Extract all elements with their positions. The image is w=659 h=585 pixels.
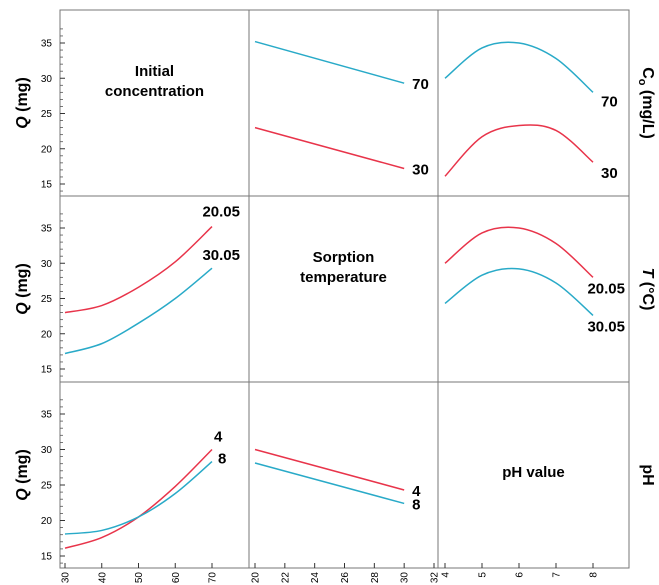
x-tick-label: 24	[310, 572, 321, 584]
series-end-label: 30.05	[202, 247, 240, 264]
diagonal-label: pH value	[502, 464, 565, 481]
series-end-label: 30	[412, 161, 429, 178]
series-line-8	[254, 462, 405, 505]
x-tick-label: 26	[340, 572, 351, 584]
y-tick-label: 20	[41, 329, 53, 340]
series-line-30	[254, 126, 405, 170]
y-tick-label: 20	[41, 516, 53, 527]
y-tick-label: 25	[41, 109, 53, 120]
row-variable-label-main: pH	[639, 464, 656, 485]
panel-frame-r2-c2	[437, 381, 630, 569]
series-end-label: 70	[601, 93, 618, 110]
series-end-label: 8	[218, 451, 226, 468]
x-tick-label: 7	[552, 572, 563, 578]
y-tick-label: 30	[41, 74, 53, 85]
series-end-label: 30	[601, 165, 618, 182]
row-variable-label: Co (mg/L)	[636, 67, 656, 139]
x-tick-label: 50	[134, 572, 145, 584]
x-tick-label: 22	[280, 572, 291, 584]
y-tick-label: 15	[41, 365, 53, 376]
x-tick-label: 4	[441, 572, 452, 578]
y-tick-label: 35	[41, 39, 53, 50]
diagonal-label: Initial	[135, 63, 174, 80]
series-end-label: 20.05	[202, 204, 240, 221]
series-line-30-05	[64, 267, 213, 355]
y-tick-label: 35	[41, 224, 53, 235]
x-tick-label: 32	[430, 572, 441, 584]
series-line-70	[254, 40, 405, 84]
y-tick-label: 30	[41, 259, 53, 270]
diagonal-label: temperature	[300, 269, 387, 286]
series-end-label: 4	[412, 483, 421, 500]
row-variable-label-unit: (mg/L)	[639, 85, 656, 138]
series-end-label: 8	[412, 496, 420, 513]
y-axis-label: Q (mg)	[14, 449, 31, 501]
y-tick-label: 15	[41, 552, 53, 563]
series-line-30	[444, 124, 594, 177]
y-axis-label: Q (mg)	[14, 77, 31, 129]
y-axis-label-unit: (mg)	[14, 263, 31, 302]
diagonal-label: concentration	[105, 83, 204, 100]
series-line-70	[444, 41, 594, 93]
row-variable-label-sub: o	[636, 79, 648, 86]
series-line-30-05	[444, 267, 594, 316]
panel-frame-r2-c0	[59, 381, 250, 569]
panel-frame-r1-c0	[59, 195, 250, 383]
y-tick-label: 35	[41, 410, 53, 421]
y-tick-label: 20	[41, 144, 53, 155]
x-tick-label: 40	[97, 572, 108, 584]
row-variable-label-main: C	[639, 67, 656, 79]
y-tick-label: 25	[41, 481, 53, 492]
series-line-4	[64, 448, 213, 549]
y-axis-label-unit: (mg)	[14, 77, 31, 116]
x-tick-label: 6	[515, 572, 526, 578]
panel-frame-r0-c0	[59, 9, 250, 197]
x-tick-label: 20	[251, 572, 262, 584]
panel-frame-r0-c1	[248, 9, 439, 197]
series-line-20-05	[64, 226, 213, 314]
x-tick-label: 28	[370, 572, 381, 584]
x-tick-label: 30	[400, 572, 411, 584]
x-tick-label: 60	[171, 572, 182, 584]
series-line-20-05	[444, 226, 594, 278]
y-axis-label-letter: Q	[14, 302, 31, 315]
y-axis-label-letter: Q	[14, 488, 31, 501]
series-line-4	[254, 448, 405, 491]
series-end-label: 70	[412, 76, 429, 93]
x-tick-label: 70	[208, 572, 219, 584]
row-variable-label-main: T	[639, 268, 656, 279]
panel-frame-r1-c1	[248, 195, 439, 383]
y-axis-label-letter: Q	[14, 116, 31, 129]
y-tick-label: 25	[41, 294, 53, 305]
x-tick-label: 30	[61, 572, 72, 584]
x-tick-label: 5	[478, 572, 489, 578]
series-end-label: 20.05	[587, 280, 625, 297]
series-end-label: 4	[214, 429, 223, 446]
y-tick-label: 30	[41, 445, 53, 456]
row-variable-label: pH	[639, 464, 656, 485]
row-variable-label-unit: (°C)	[639, 277, 656, 310]
y-tick-label: 15	[41, 180, 53, 191]
y-axis-label-unit: (mg)	[14, 449, 31, 488]
x-tick-label: 8	[589, 572, 600, 578]
series-line-8	[64, 461, 213, 535]
row-variable-label: T (°C)	[639, 268, 656, 311]
diagonal-label: Sorption	[313, 249, 375, 266]
panel-frame-r2-c1	[248, 381, 439, 569]
series-end-label: 30.05	[587, 318, 625, 335]
y-axis-label: Q (mg)	[14, 263, 31, 315]
